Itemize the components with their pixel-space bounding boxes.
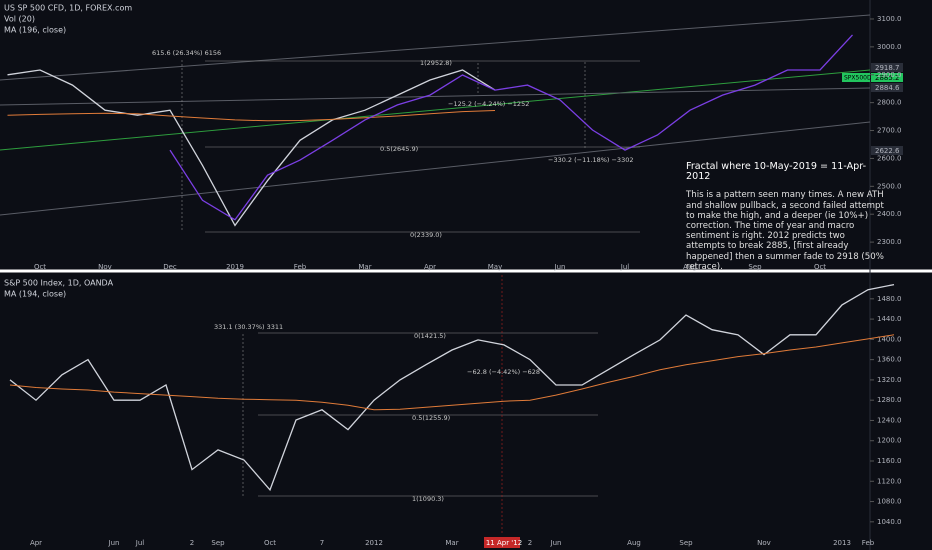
x-tick-label: Apr <box>424 263 436 271</box>
annotation: 0(1421.5) <box>414 332 446 340</box>
series-line <box>169 34 853 221</box>
x-tick-label: Sep <box>748 263 762 271</box>
series-line <box>7 69 496 227</box>
x-tick-label: Aug <box>627 539 641 547</box>
chart-title: US SP 500 CFD, 1D, FOREX.com <box>4 4 132 13</box>
y-tick-label: 2500.0 <box>877 182 902 190</box>
x-tick-label: May <box>488 263 502 271</box>
x-tick-label: Feb <box>862 539 875 547</box>
x-tick-label: Apr <box>30 539 42 547</box>
note: Fractal where 10-May-2019 = 11-Apr-2012 … <box>686 161 886 272</box>
y-tick-label: 1080.0 <box>877 498 902 506</box>
symbol-label: SPX500D <box>844 75 872 82</box>
annotation: −62.8 (−4.42%) −628 <box>467 368 540 376</box>
x-tick-label: 7 <box>320 539 324 547</box>
y-tick-label: 1400.0 <box>877 335 902 343</box>
price-label: 2884.6 <box>875 84 900 92</box>
annotation: 1(1090.3) <box>412 495 444 503</box>
x-tick-label: Oct <box>34 263 46 271</box>
x-tick-label: 11 Apr '12 <box>486 539 522 547</box>
x-tick-label: 2 <box>528 539 532 547</box>
price-label: 2918.7 <box>875 64 900 72</box>
x-tick-label: Feb <box>294 263 307 271</box>
annotation: 331.1 (30.37%) 3311 <box>214 323 283 331</box>
chart-title: S&P 500 Index, 1D, OANDA <box>4 279 114 288</box>
x-tick-label: 2 <box>190 539 194 547</box>
y-tick-label: 1160.0 <box>877 457 902 465</box>
price-badge <box>871 146 903 155</box>
y-tick-label: 2300.0 <box>877 238 902 246</box>
price-badge <box>871 63 903 72</box>
x-tick-label: 2013 <box>833 539 851 547</box>
indicator: Vol (20) <box>4 15 35 24</box>
annotation: 0(2339.0) <box>410 231 442 239</box>
x-tick-label: 2019 <box>226 263 244 271</box>
note-text: This is a pattern seen many times. A new… <box>686 190 884 272</box>
y-tick-label: 1240.0 <box>877 416 902 424</box>
y-tick-label: 2900.0 <box>877 71 902 79</box>
date-badge <box>484 537 520 548</box>
x-tick-label: Jun <box>108 539 120 547</box>
y-tick-label: 2400.0 <box>877 210 902 218</box>
y-tick-label: 1320.0 <box>877 376 902 384</box>
x-tick-label: 2012 <box>365 539 383 547</box>
series-line <box>9 283 895 492</box>
indicator: MA (194, close) <box>4 290 66 299</box>
annotation: −125.2 (−4.24%) −1252 <box>448 100 529 108</box>
trend-line <box>0 69 871 151</box>
trend-line <box>0 87 871 106</box>
price-badge <box>871 73 903 82</box>
y-tick-label: 1360.0 <box>877 356 902 364</box>
y-tick-label: 1440.0 <box>877 315 902 323</box>
x-tick-label: Sep <box>211 539 225 547</box>
annotation: 0.5(2645.9) <box>380 145 418 153</box>
y-tick-label: 2700.0 <box>877 127 902 135</box>
x-tick-label: Nov <box>98 263 112 271</box>
trend-line <box>0 121 871 216</box>
price-label: 2622.6 <box>875 147 900 155</box>
x-tick-label: Jul <box>135 539 145 547</box>
annotation: 1(2952.8) <box>420 59 452 67</box>
x-tick-label: Mar <box>445 539 458 547</box>
y-tick-label: 2800.0 <box>877 99 902 107</box>
y-tick-label: 1480.0 <box>877 295 902 303</box>
y-tick-label: 1040.0 <box>877 518 902 526</box>
trend-line <box>0 14 871 81</box>
x-tick-label: Jun <box>550 539 562 547</box>
x-tick-label: Sep <box>679 539 693 547</box>
y-tick-label: 3100.0 <box>877 15 902 23</box>
annotation: 0.5(1255.9) <box>412 414 450 422</box>
y-tick-label: 2600.0 <box>877 154 902 162</box>
note-title: Fractal where 10-May-2019 = 11-Apr-2012 <box>686 161 867 183</box>
series-line <box>9 334 895 411</box>
y-tick-label: 1200.0 <box>877 437 902 445</box>
x-tick-label: Mar <box>358 263 371 271</box>
y-tick-label: 1280.0 <box>877 396 902 404</box>
x-tick-label: Jul <box>620 263 630 271</box>
x-tick-label: Dec <box>163 263 177 271</box>
y-tick-label: 3000.0 <box>877 43 902 51</box>
indicator: MA (196, close) <box>4 26 66 35</box>
x-tick-label: Jun <box>554 263 566 271</box>
annotation: 615.6 (26.34%) 6156 <box>152 49 221 57</box>
x-tick-label: Oct <box>264 539 276 547</box>
y-tick-label: 1120.0 <box>877 477 902 485</box>
x-tick-label: Oct <box>814 263 826 271</box>
symbol-badge <box>842 73 870 82</box>
series-line <box>7 110 496 122</box>
price-badge <box>871 83 903 92</box>
price-label: 2885.2 <box>875 74 900 82</box>
annotation: −330.2 (−11.18%) −3302 <box>548 156 633 164</box>
x-tick-label: Aug <box>683 263 697 271</box>
x-tick-label: Nov <box>757 539 771 547</box>
